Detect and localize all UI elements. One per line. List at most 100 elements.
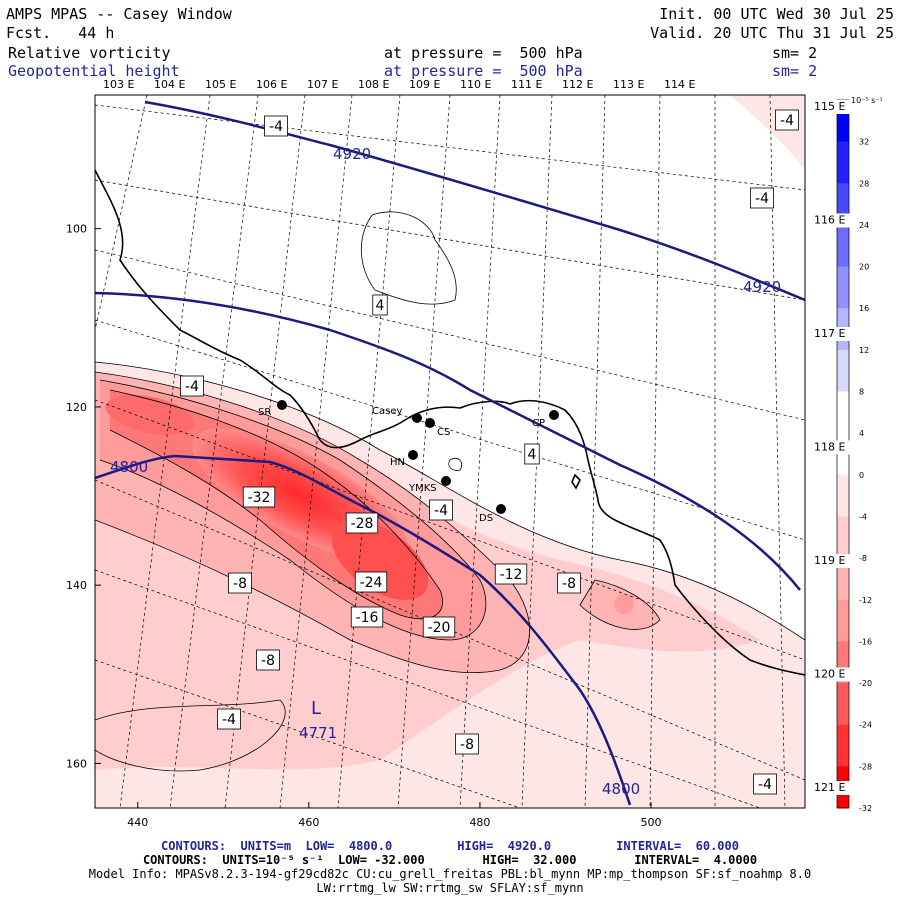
- colorbar-swatch: [837, 391, 849, 434]
- colorbar-swatch: [837, 141, 849, 184]
- longitude-label: 109 E: [409, 78, 440, 91]
- vorticity-label: -4: [780, 113, 794, 129]
- station-dot-ds: [496, 504, 506, 514]
- station-label-casey: Casey: [372, 406, 402, 417]
- vorticity-label: -8: [562, 576, 576, 592]
- colorbar-swatch: [837, 558, 849, 601]
- field2-level: at pressure = 500 hPa: [384, 62, 583, 80]
- latitude-label: 119 E: [814, 554, 845, 567]
- vorticity-label: -8: [233, 576, 247, 592]
- station-dot-cs: [425, 418, 435, 428]
- y-tick-label: 160: [66, 757, 87, 770]
- colorbar-swatch: [837, 516, 849, 559]
- longitude-label: 103 E: [103, 78, 134, 91]
- height-label: 4920: [333, 145, 371, 163]
- vorticity-label-box: [494, 563, 528, 585]
- vorticity-label: -4: [222, 712, 236, 728]
- station-label-ymks: YMKS: [408, 483, 437, 494]
- colorbar-tick-label: 16: [859, 304, 869, 313]
- vorticity-label-box: [228, 572, 252, 594]
- longitude-label: 107 E: [307, 78, 338, 91]
- station-dot-casey: [412, 413, 422, 423]
- height-label: 4920: [743, 278, 781, 296]
- x-tick-label: 480: [469, 816, 490, 829]
- colorbar-swatch: [837, 683, 849, 726]
- colorbar-tick-label: -4: [859, 513, 867, 522]
- field1-smooth: sm= 2: [772, 44, 818, 62]
- footer-model-info: Model Info: MPASv8.2.3-194-gf29cd82c CU:…: [88, 867, 812, 881]
- latitude-label: 121 E: [814, 781, 845, 794]
- vorticity-label: -4: [755, 191, 769, 207]
- colorbar-tick-label: 32: [859, 138, 869, 147]
- vorticity-label: -8: [261, 653, 275, 669]
- station-dot-hn: [408, 450, 418, 460]
- low-center-value: 4771: [299, 724, 337, 742]
- colorbar-tick-label: -8: [859, 554, 867, 563]
- vorticity-label: -32: [248, 490, 271, 506]
- colorbar-tick-label: -20: [859, 679, 872, 688]
- vorticity-label-box: [455, 733, 479, 755]
- vorticity-label: -16: [356, 610, 379, 626]
- colorbar-swatch: [837, 266, 849, 309]
- latitude-label: 116 E: [814, 214, 845, 227]
- latitude-label-bg: [806, 781, 850, 795]
- vorticity-label: -4: [434, 503, 448, 519]
- vorticity-label: -20: [428, 620, 451, 636]
- vorticity-label-box: [345, 512, 379, 534]
- vorticity-label-box: [242, 486, 276, 508]
- height-label: 4800: [110, 458, 148, 476]
- field1-level: at pressure = 500 hPa: [384, 44, 583, 62]
- vorticity-label: 4: [528, 447, 537, 463]
- vorticity-labels: -4 -4 -4 4 -4 -32 -28 -4 -12 -8 4 -8 -24 -16 -20 -8 -8 -4…: [180, 109, 799, 795]
- footer-contours-height: CONTOURS: UNITS=m LOW= 4800.0 HIGH= 4920…: [161, 839, 739, 853]
- colorbar-tick-label: 0: [859, 471, 864, 480]
- station-label-cp: CP: [532, 418, 545, 429]
- plot-frame: [94, 94, 806, 809]
- vorticity-label: -8: [460, 737, 474, 753]
- vorticity-label-box: [750, 187, 774, 209]
- vorticity-label-box: [372, 294, 388, 316]
- field2-name: Geopotential height: [8, 62, 180, 80]
- latitude-label-bg: [806, 667, 850, 682]
- longitude-label: 110 E: [460, 78, 491, 91]
- init-time: Init. 00 UTC Wed 30 Jul 25: [659, 5, 894, 23]
- colorbar-swatch: [837, 599, 849, 642]
- valid-time: Valid. 20 UTC Thu 31 Jul 25: [650, 24, 894, 42]
- latitude-label: 115 E: [814, 100, 845, 113]
- x-tick-label: 500: [641, 816, 662, 829]
- latitude-label-bg: [806, 100, 850, 114]
- x-tick-label: 460: [298, 816, 319, 829]
- longitude-label: 108 E: [358, 78, 389, 91]
- colorbar-tick-label: 12: [859, 346, 869, 355]
- colorbar-swatch: [837, 724, 849, 767]
- vorticity-label: -4: [758, 777, 772, 793]
- stations: SR Casey CS HN YMKS DS CP: [258, 400, 559, 524]
- latitude-labels: 115 E 116 E 117 E 118 E 119 E 120 E 121 E: [806, 100, 850, 795]
- vorticity-label-box: [753, 773, 777, 795]
- longitude-label: 111 E: [511, 78, 542, 91]
- colorbar-tick-label: -24: [859, 721, 872, 730]
- longitude-label: 114 E: [664, 78, 695, 91]
- longitude-label: 113 E: [613, 78, 644, 91]
- colorbar-swatch: [837, 224, 849, 267]
- station-label-sr: SR: [258, 407, 271, 418]
- vorticity-label: -12: [500, 567, 523, 583]
- longitude-label: 104 E: [154, 78, 185, 91]
- colorbar-tick-label: 20: [859, 263, 869, 272]
- field2-smooth: sm= 2: [772, 62, 818, 80]
- latitude-label: 120 E: [814, 668, 845, 681]
- latitude-label-bg: [806, 327, 850, 341]
- vorticity-label: -24: [360, 575, 383, 591]
- vorticity-label-box: [524, 443, 540, 465]
- x-tick-label: 440: [127, 816, 148, 829]
- low-center-symbol: L: [311, 698, 321, 719]
- vorticity-label-box: [422, 616, 456, 638]
- longitude-label: 106 E: [256, 78, 287, 91]
- station-dot-cp: [549, 410, 559, 420]
- height-label: 4800: [602, 780, 640, 798]
- colorbar-swatch: [837, 474, 849, 517]
- vorticity-label-box: [256, 649, 280, 671]
- vorticity-label-box: [217, 708, 241, 730]
- colorbar-tick-label: 24: [859, 221, 869, 230]
- longitude-label: 105 E: [205, 78, 236, 91]
